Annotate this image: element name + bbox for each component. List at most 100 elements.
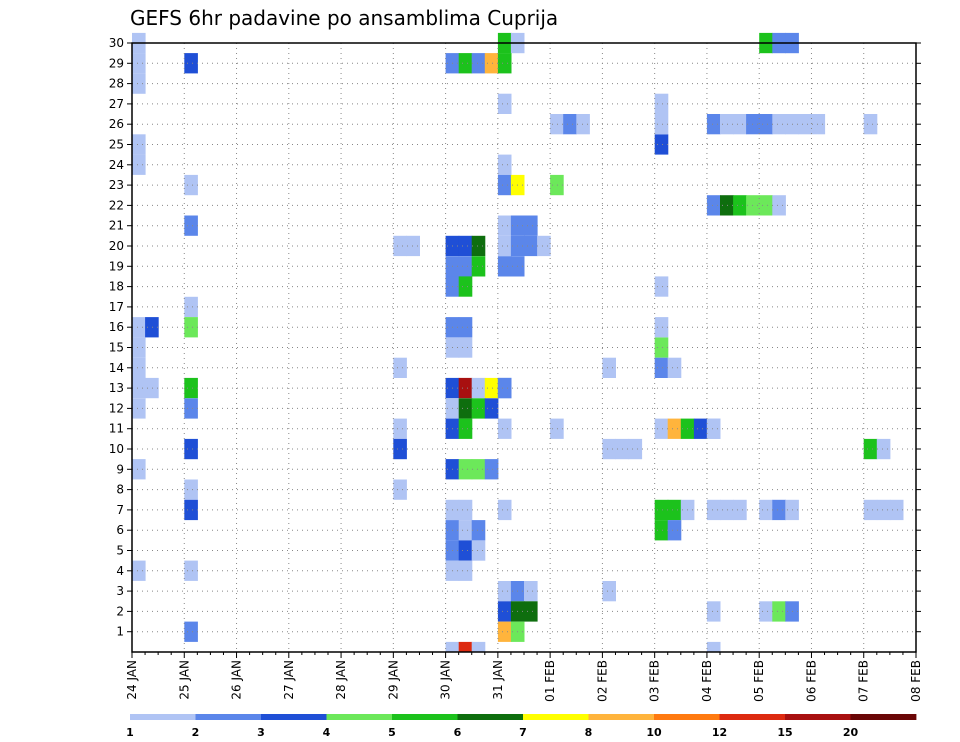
colorbar-label: 4 [323,726,331,739]
x-tick-label: 04 FEB [700,660,714,702]
heatmap-cell [184,560,198,581]
heatmap-cell [497,377,512,399]
y-tick-label: 15 [109,341,124,355]
heatmap-cell [497,154,512,175]
heatmap-cell [458,317,473,338]
heatmap-cell [484,459,499,480]
x-tick-label: 28 JAN [334,660,348,700]
heatmap-cell [184,499,198,521]
colorbar-segment [523,714,589,720]
x-tick-label: 08 FEB [909,660,923,702]
heatmap-cell [184,215,198,236]
y-tick-label: 27 [109,97,124,111]
colorbar-label: 3 [257,726,265,739]
heatmap-cell [706,195,721,216]
heatmap-cell [524,601,538,622]
heatmap-cell [759,601,773,622]
heatmap-cell [471,377,486,399]
heatmap-cell [654,93,669,114]
x-tick-label: 02 FEB [595,660,609,702]
heatmap-cell [497,93,512,114]
heatmap-cell [471,256,486,277]
colorbar-label: 5 [388,726,396,739]
heatmap-cell [393,357,407,378]
heatmap-cell [393,418,407,439]
y-tick-label: 9 [116,462,124,476]
heatmap-cell [458,560,473,581]
heatmap-cell [497,499,512,521]
heatmap-cell [798,114,812,135]
heatmap-cell [132,73,146,94]
heatmap-cell [602,581,616,602]
y-tick-label: 12 [109,401,124,415]
heatmap-cell [132,53,146,74]
y-tick-label: 7 [116,503,124,517]
heatmap-cell [471,398,486,419]
y-tick-label: 22 [109,198,124,212]
y-tick-label: 24 [109,158,124,172]
heatmap-cell [524,215,538,236]
heatmap-cell [550,418,564,439]
y-tick-label: 29 [109,56,124,70]
heatmap-cell [132,337,146,358]
heatmap-cell [654,134,669,155]
colorbar-segment [785,714,851,720]
y-tick-label: 26 [109,117,124,131]
y-tick-label: 4 [116,564,124,578]
heatmap-cell [406,235,420,257]
heatmap-cell [772,601,786,622]
chart-title: GEFS 6hr padavine po ansamblima Cuprija [130,6,559,30]
heatmap-cell [458,418,473,439]
heatmap-cell [720,114,734,135]
x-tick-label: 25 JAN [177,660,191,700]
heatmap-cell [458,53,473,74]
y-tick-label: 18 [109,280,124,294]
heatmap-cell [132,560,146,581]
heatmap-cell [393,479,407,500]
colorbar-segment [392,714,458,720]
heatmap-cell [184,398,198,419]
y-tick-label: 6 [116,523,124,537]
heatmap-cell [667,499,682,521]
heatmap-cell [471,53,486,74]
y-tick-label: 20 [109,239,124,253]
heatmap-cell [497,235,512,257]
heatmap-cell [733,195,747,216]
heatmap-cell [524,581,538,602]
heatmap-cell [706,418,721,439]
heatmap-cell [654,114,669,135]
heatmap-cell [706,641,721,653]
heatmap-cell [132,398,146,419]
colorbar-segment [195,714,262,720]
heatmap-cell [484,53,499,74]
y-tick-label: 2 [116,604,124,618]
heatmap-cell [497,601,512,622]
heatmap-cell [132,377,146,399]
heatmap-cell [759,499,773,521]
heatmap-cell [733,114,747,135]
heatmap-cell [132,154,146,175]
heatmap-cell [458,377,473,399]
heatmap-cell [445,641,460,653]
heatmap-cell [458,235,473,257]
x-tick-label: 27 JAN [282,660,296,700]
heatmap-cell [772,114,786,135]
colorbar-label: 7 [519,726,527,739]
y-tick-label: 16 [109,320,124,334]
heatmap-cell [484,377,499,399]
heatmap-cell [471,520,486,541]
heatmap-cell [132,357,146,378]
y-tick-label: 14 [109,361,124,375]
heatmap-cell [876,438,891,460]
x-tick-label: 06 FEB [804,660,818,702]
heatmap-cell [184,296,198,318]
x-tick-label: 05 FEB [752,660,766,702]
x-tick-label: 26 JAN [230,660,244,700]
heatmap-cell [654,418,669,439]
heatmap-cell [184,317,198,338]
colorbar-segment [130,714,196,720]
heatmap-cell [132,134,146,155]
heatmap-cell [863,438,878,460]
y-tick-label: 19 [109,259,124,273]
